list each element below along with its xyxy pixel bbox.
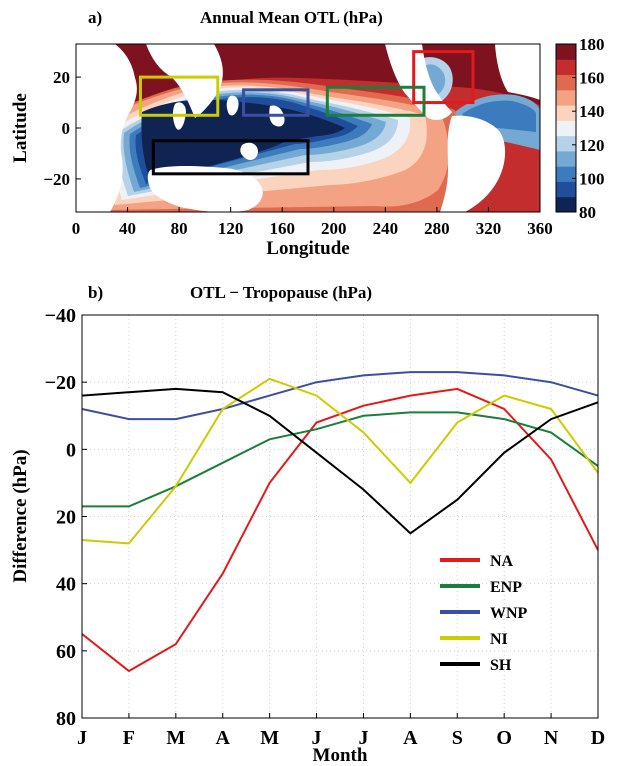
panel-b-letter: b): [88, 283, 104, 302]
map-y-tick-label: −20: [43, 170, 70, 189]
colorbar-tick-label: 100: [579, 169, 605, 188]
colorbar-swatch: [556, 59, 576, 76]
colorbar-swatch: [556, 74, 576, 91]
line-chart: J F M A M J J A S O N D −40 −20 0 20 40 60 80 Month Differ…: [10, 305, 605, 766]
panel-b-title: OTL − Tropopause (hPa): [190, 283, 373, 302]
colorbar-tick-label: 160: [579, 69, 605, 88]
series-line-wnp: [81, 371, 599, 421]
panel-a-title: Annual Mean OTL (hPa): [200, 8, 383, 27]
legend-label-na: NA: [490, 553, 514, 570]
legend-label-wnp: WNP: [490, 605, 528, 622]
x-tick-label: J: [358, 727, 368, 749]
colorbar-tick-label: 140: [579, 102, 605, 121]
x-tick-label: D: [591, 727, 605, 749]
x-tick-label: N: [544, 727, 559, 749]
line-chart-series: [81, 371, 599, 673]
map-y-axis-label: Latitude: [10, 93, 31, 163]
y-tick-label: −20: [45, 372, 76, 394]
region-boxes: [138, 50, 475, 176]
series-line-sh: [81, 387, 599, 535]
map-x-tick-label: 160: [269, 219, 295, 238]
x-tick-label: A: [216, 727, 231, 749]
map-land: [76, 44, 540, 212]
colorbar-swatch: [556, 181, 576, 198]
legend-label-enp: ENP: [490, 579, 522, 596]
colorbar-swatch: [556, 105, 576, 121]
line-x-axis-label: Month: [313, 745, 368, 766]
region-box-na: [412, 50, 475, 105]
x-tick-label: S: [452, 727, 463, 749]
y-tick-label: −40: [45, 305, 76, 327]
colorbar-swatch: [556, 44, 576, 60]
map-y-tick-label: 20: [53, 68, 70, 87]
colorbar-swatch: [556, 150, 576, 167]
map-y-tick-label: 0: [62, 119, 71, 138]
colorbar-swatch: [556, 166, 576, 182]
x-tick-label: M: [166, 727, 185, 749]
series-line-na: [81, 387, 599, 673]
region-box-wnp: [242, 88, 310, 117]
y-tick-label: 0: [66, 439, 76, 461]
x-tick-label: J: [312, 727, 322, 749]
x-tick-label: A: [403, 727, 418, 749]
series-line-ni: [81, 377, 599, 545]
line-chart-grid: [82, 315, 598, 718]
colorbar-swatch: [556, 135, 576, 152]
colorbar-swatch: [556, 120, 576, 137]
map-x-axis-label: Longitude: [266, 238, 349, 259]
map-x-tick-label: 320: [476, 219, 502, 238]
map-x-tick-label: 200: [321, 219, 347, 238]
colorbar-tick-label: 120: [579, 136, 605, 155]
colorbar-swatch: [556, 89, 576, 106]
x-tick-label: F: [123, 727, 135, 749]
legend-label-ni: NI: [490, 631, 508, 648]
x-tick-label: M: [260, 727, 279, 749]
region-box-enp: [325, 85, 426, 117]
x-tick-label: O: [496, 727, 512, 749]
x-tick-label: J: [77, 727, 87, 749]
colorbar-swatch: [556, 196, 576, 213]
map-x-tick-label: 0: [72, 219, 81, 238]
y-tick-label: 40: [56, 574, 76, 596]
map-x-tick-label: 240: [373, 219, 399, 238]
y-tick-label: 80: [56, 708, 76, 730]
panel-a-letter: a): [88, 8, 103, 27]
map-x-tick-label: 120: [218, 219, 244, 238]
colorbar-frame: [555, 43, 577, 213]
series-line-enp: [82, 411, 599, 508]
y-tick-label: 60: [56, 641, 76, 663]
map-x-tick-label: 280: [424, 219, 450, 238]
map-x-tick-label: 80: [171, 219, 188, 238]
map-x-tick-label: 360: [527, 219, 553, 238]
legend-label-sh: SH: [490, 657, 512, 674]
line-y-axis-label: Difference (hPa): [10, 449, 31, 582]
line-chart-frame: [81, 314, 599, 719]
region-box-sh: [151, 139, 310, 176]
y-tick-label: 20: [56, 507, 76, 529]
colorbar-tick-label: 180: [579, 35, 605, 54]
legend: NA ENP WNP NI SH: [440, 553, 528, 674]
region-box-ni: [138, 75, 220, 117]
colorbar: 180 160 140 120 100 80: [555, 35, 605, 222]
line-chart-ticks: J F M A M J J A S O N D −40 −20 0 20 40 60 80: [45, 305, 606, 749]
colorbar-tick-label: 80: [579, 203, 596, 222]
map-x-tick-label: 40: [119, 219, 136, 238]
